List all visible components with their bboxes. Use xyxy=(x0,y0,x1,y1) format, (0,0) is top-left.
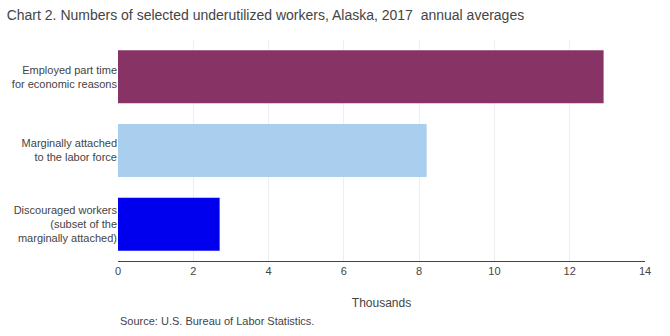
svg-text:6: 6 xyxy=(341,265,347,277)
svg-text:0: 0 xyxy=(115,265,121,277)
svg-text:4: 4 xyxy=(266,265,272,277)
svg-text:2: 2 xyxy=(190,265,196,277)
svg-text:Source: U.S. Bureau of Labor S: Source: U.S. Bureau of Labor Statistics. xyxy=(120,315,314,327)
svg-text:8: 8 xyxy=(416,265,422,277)
svg-text:Chart 2. Numbers of selected u: Chart 2. Numbers of selected underutiliz… xyxy=(7,7,525,23)
svg-text:10: 10 xyxy=(488,265,500,277)
svg-text:Employed part timefor economic: Employed part timefor economic reasons xyxy=(12,64,118,90)
svg-text:14: 14 xyxy=(639,265,651,277)
svg-text:Marginally attachedto the labo: Marginally attachedto the labor force xyxy=(22,137,117,163)
svg-text:Discouraged workers(subset of: Discouraged workers(subset of themargina… xyxy=(14,204,118,245)
svg-text:Thousands: Thousands xyxy=(352,296,411,310)
svg-text:12: 12 xyxy=(564,265,576,277)
